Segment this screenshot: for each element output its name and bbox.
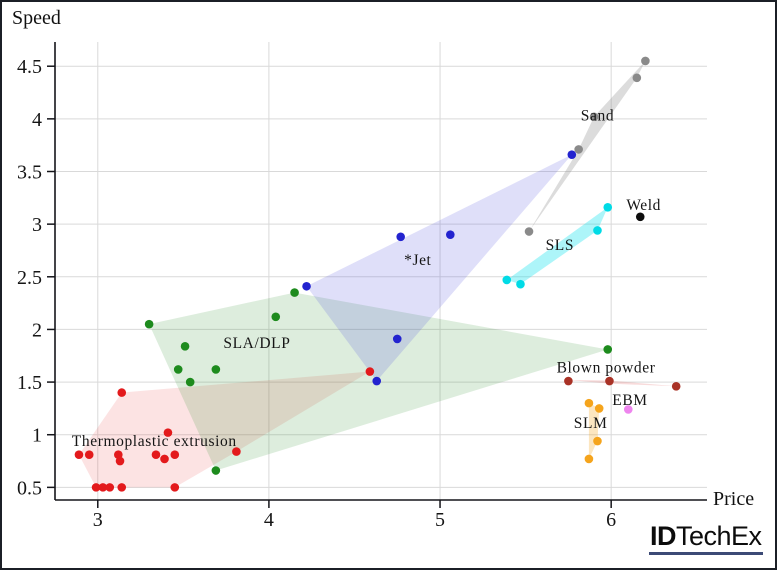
- x-axis-title: Price: [713, 488, 755, 510]
- point-sand: [632, 73, 642, 83]
- y-tick-label-2: 2: [32, 319, 42, 341]
- y-tick-label-4.5: 4.5: [17, 56, 42, 78]
- hull-sand: [529, 60, 646, 232]
- point-thermoplastic-extrusion: [74, 450, 84, 460]
- axes: 0.5 1 1.5 2 2.5 3 3.5 4 4.5 3 4 5 6: [17, 42, 707, 531]
- point-jet: [372, 376, 382, 386]
- point-thermoplastic-extrusion: [115, 456, 125, 466]
- point-slm: [584, 398, 594, 408]
- point-sla-dlp: [211, 365, 221, 374]
- point-blown-powder: [671, 381, 681, 391]
- grid: [55, 42, 707, 500]
- hull-thermoplastic-extrusion: [78, 371, 370, 488]
- hull-sls: [506, 207, 608, 285]
- x-tick-label-3: 3: [93, 509, 103, 531]
- label-sla-dlp: SLA/DLP: [223, 335, 290, 352]
- point-blown-powder: [564, 376, 573, 386]
- point-jet: [446, 230, 455, 239]
- logo-bold-text: ID: [650, 521, 677, 551]
- point-sls: [603, 203, 613, 212]
- point-sla-dlp: [290, 288, 299, 297]
- point-thermoplastic-extrusion: [151, 450, 161, 460]
- y-tick-label-4: 4: [32, 109, 42, 131]
- label-sand: Sand: [581, 108, 614, 125]
- point-thermoplastic-extrusion: [98, 483, 108, 492]
- point-slm: [584, 454, 594, 464]
- point-weld: [635, 212, 645, 222]
- hull-slm: [588, 403, 600, 459]
- point-jet: [396, 232, 405, 242]
- y-tick-label-1.5: 1.5: [17, 372, 42, 394]
- y-tick-label-2.5: 2.5: [17, 267, 42, 289]
- idtechex-logo: IDTechEx: [649, 521, 763, 556]
- label-blown-powder: Blown powder: [557, 359, 656, 376]
- point-thermoplastic-extrusion: [160, 454, 169, 464]
- y-axis-title: Speed: [12, 7, 61, 29]
- point-sand: [641, 56, 650, 66]
- point-sla-dlp: [180, 341, 190, 351]
- point-blown-powder: [605, 376, 614, 386]
- point-thermoplastic-extrusion: [84, 450, 94, 460]
- label-thermoplastic-extrusion: Thermoplastic extrusion: [72, 433, 237, 450]
- y-tick-label-3: 3: [32, 214, 42, 236]
- hull-blown-powder: [568, 379, 677, 387]
- x-tick-label-4: 4: [264, 509, 274, 531]
- x-tick-label-6: 6: [606, 509, 616, 531]
- point-thermoplastic-extrusion: [170, 450, 180, 460]
- point-thermoplastic-extrusion: [365, 367, 375, 376]
- point-sls: [593, 226, 602, 235]
- point-thermoplastic-extrusion: [105, 483, 115, 492]
- data-points: [74, 56, 681, 492]
- point-jet: [567, 150, 577, 159]
- point-sls: [502, 275, 512, 285]
- point-sla-dlp: [144, 319, 154, 329]
- label-jet: *Jet: [404, 252, 431, 269]
- label-slm: SLM: [574, 415, 608, 432]
- point-sand: [589, 112, 599, 122]
- point-thermoplastic-extrusion: [232, 447, 241, 456]
- y-tick-label-1: 1: [32, 425, 42, 447]
- point-jet: [392, 334, 402, 344]
- point-jet: [302, 281, 311, 291]
- label-sls: SLS: [546, 237, 575, 254]
- point-thermoplastic-extrusion: [117, 388, 127, 397]
- point-sla-dlp: [211, 466, 221, 475]
- point-thermoplastic-extrusion: [163, 428, 173, 437]
- point-sla-dlp: [173, 365, 183, 374]
- point-thermoplastic-extrusion: [170, 483, 180, 492]
- y-tick-label-0.5: 0.5: [17, 477, 42, 499]
- point-ebm: [623, 405, 633, 414]
- cluster-hulls: [78, 60, 677, 488]
- cluster-labels: Thermoplastic extrusion SLA/DLP *Jet SLS San…: [72, 108, 661, 450]
- label-ebm: EBM: [612, 392, 647, 409]
- point-sls: [516, 279, 525, 289]
- x-tick-label-5: 5: [435, 509, 445, 531]
- logo-regular-text: TechEx: [676, 521, 762, 551]
- point-sla-dlp: [271, 312, 281, 322]
- point-sand: [524, 227, 534, 236]
- y-tick-label-3.5: 3.5: [17, 162, 42, 184]
- hull-jet: [306, 154, 572, 382]
- point-thermoplastic-extrusion: [91, 483, 101, 492]
- point-thermoplastic-extrusion: [117, 483, 127, 492]
- point-slm: [593, 436, 602, 446]
- point-sla-dlp: [603, 345, 613, 354]
- point-sla-dlp: [185, 377, 195, 387]
- point-sand: [574, 145, 583, 154]
- point-slm: [594, 404, 604, 413]
- label-weld: Weld: [626, 197, 661, 214]
